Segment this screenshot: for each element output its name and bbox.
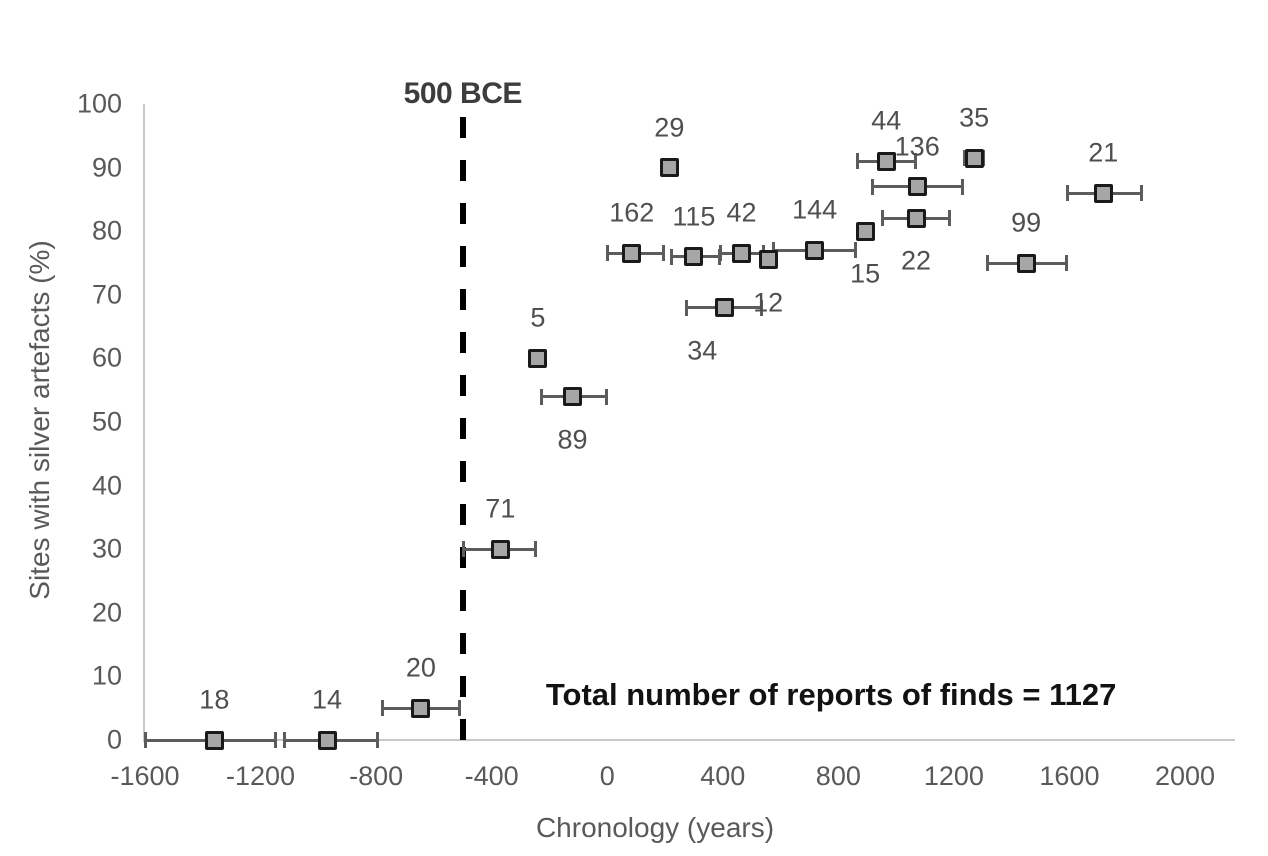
y-tick-label: 30 xyxy=(91,533,122,564)
data-point-label: 162 xyxy=(609,197,655,228)
error-bar-cap-right xyxy=(760,299,764,316)
data-point xyxy=(684,247,704,267)
error-bar-cap-left xyxy=(606,245,610,262)
total-annotation: Total number of reports of finds = 1127 xyxy=(545,677,1117,713)
data-point-label: 35 xyxy=(959,102,990,133)
data-point-label: 29 xyxy=(654,112,685,143)
data-point xyxy=(528,348,548,368)
error-bar-cap-right xyxy=(661,245,665,262)
data-point xyxy=(659,158,679,178)
data-point xyxy=(758,250,778,270)
y-tick-label: 0 xyxy=(106,724,122,755)
error-bar-cap-left xyxy=(144,732,147,748)
data-point xyxy=(563,387,583,407)
error-bar-cap-left xyxy=(669,248,673,265)
error-bar-cap-left xyxy=(282,732,286,748)
error-bar-cap-right xyxy=(375,732,379,748)
error-bar-cap-right xyxy=(1139,185,1143,202)
data-point-label: 136 xyxy=(894,131,940,162)
y-axis-line xyxy=(143,104,145,742)
data-point xyxy=(1016,253,1036,273)
data-point xyxy=(1093,183,1113,203)
y-tick-label: 50 xyxy=(91,406,122,437)
y-tick-label: 20 xyxy=(91,597,122,628)
error-bar-cap-left xyxy=(685,299,689,316)
data-point xyxy=(622,243,642,263)
data-point-label: 99 xyxy=(1011,207,1042,238)
error-bar-cap-left xyxy=(870,178,874,195)
data-point xyxy=(907,177,927,197)
y-tick-label: 40 xyxy=(91,470,122,501)
error-bar-cap-right xyxy=(534,541,538,558)
data-point-label: 144 xyxy=(792,194,838,225)
error-bar-cap-left xyxy=(539,388,543,405)
error-bar-cap-left xyxy=(461,541,465,558)
error-bar-cap-left xyxy=(880,210,884,227)
data-point xyxy=(204,730,224,750)
error-bar-cap-right xyxy=(982,150,986,167)
x-axis-title: Chronology (years) xyxy=(535,812,775,843)
x-tick-label: -1600 xyxy=(110,761,180,791)
x-axis-line xyxy=(143,739,1235,741)
error-bar-cap-left xyxy=(856,153,860,170)
x-tick-label: 1600 xyxy=(1039,761,1100,791)
reference-line-label: 500 BCE xyxy=(403,77,523,110)
x-tick-label: 2000 xyxy=(1154,761,1216,791)
data-point-label: 34 xyxy=(687,335,718,366)
reference-line xyxy=(459,117,466,751)
error-bar-cap-right xyxy=(1064,255,1068,271)
x-tick-label: -400 xyxy=(464,761,519,791)
x-tick-label: 400 xyxy=(700,761,746,791)
x-tick-label: -1200 xyxy=(226,761,296,791)
x-tick-label: 0 xyxy=(599,761,615,791)
x-tick-label: 1200 xyxy=(923,761,984,791)
data-point xyxy=(964,148,984,168)
error-bar-cap-left xyxy=(1065,185,1069,202)
data-point xyxy=(411,698,431,718)
data-point xyxy=(855,221,875,241)
error-bar-cap-right xyxy=(914,153,918,170)
error-bar-cap-right xyxy=(457,700,461,717)
data-point-label: 5 xyxy=(530,302,546,333)
y-tick-label: 80 xyxy=(91,215,122,246)
error-bar-cap-right xyxy=(274,732,278,748)
error-bar-cap-right xyxy=(947,210,951,227)
data-point-label: 14 xyxy=(311,684,343,715)
data-point xyxy=(317,730,337,750)
data-point-label: 21 xyxy=(1088,137,1119,168)
data-point xyxy=(805,240,825,260)
data-point-label: 20 xyxy=(405,652,436,683)
y-tick-label: 10 xyxy=(91,660,122,691)
y-tick-label: 70 xyxy=(91,279,122,310)
data-point-label: 89 xyxy=(557,424,588,455)
x-tick-label: -800 xyxy=(349,761,404,791)
data-point-label: 12 xyxy=(753,287,784,318)
data-point-label: 18 xyxy=(199,684,230,715)
error-bar-cap-left xyxy=(380,700,384,717)
error-bar-cap-left xyxy=(986,255,990,271)
data-point-label: 42 xyxy=(726,197,757,228)
data-point-label: 22 xyxy=(901,245,932,276)
data-point-label: 15 xyxy=(850,258,881,289)
error-bar-cap-left xyxy=(772,242,776,259)
data-point xyxy=(732,243,752,263)
error-bar-cap-right xyxy=(605,388,609,405)
y-tick-label: 90 xyxy=(91,152,122,183)
data-point xyxy=(714,298,734,318)
data-point-label: 71 xyxy=(485,493,516,524)
error-bar-cap-left xyxy=(718,245,722,262)
y-tick-label: 100 xyxy=(76,88,122,119)
error-bar-cap-left xyxy=(963,150,966,167)
data-point-label: 44 xyxy=(871,105,902,136)
data-point-label: 115 xyxy=(672,201,716,232)
data-point xyxy=(906,208,926,228)
data-point xyxy=(490,539,510,559)
data-point xyxy=(876,151,896,171)
error-bar-cap-right xyxy=(960,178,964,195)
y-tick-label: 60 xyxy=(91,342,122,373)
error-bar-cap-right xyxy=(853,242,857,259)
x-tick-label: 800 xyxy=(815,761,861,791)
